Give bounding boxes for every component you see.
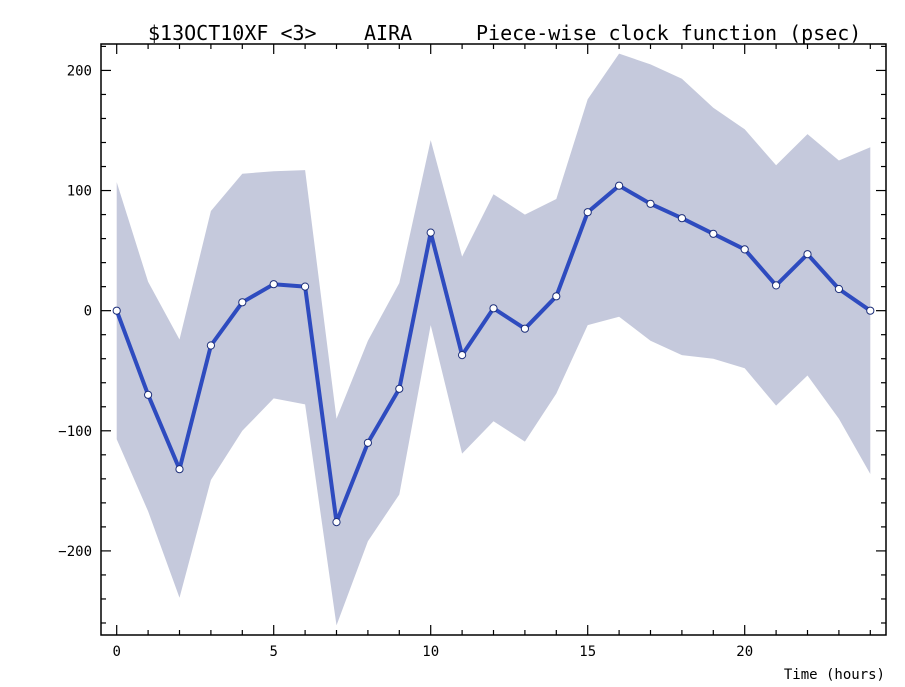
data-point xyxy=(112,306,121,315)
data-point xyxy=(238,298,247,307)
data-point xyxy=(772,281,781,290)
data-point xyxy=(301,282,310,291)
data-point xyxy=(489,304,498,313)
chart-title: $13OCT10XF <3> AIRA Piece-wise clock fun… xyxy=(148,21,861,45)
data-point xyxy=(677,214,687,223)
y-tick-label: −200 xyxy=(58,544,92,560)
y-tick-label: −100 xyxy=(58,424,92,440)
clock-series-points xyxy=(112,181,875,527)
x-axis-tick-labels: 0 5 10 15 20 xyxy=(112,644,753,660)
data-point xyxy=(552,292,561,301)
data-point xyxy=(426,228,435,237)
y-tick-label: 200 xyxy=(67,63,92,79)
data-point xyxy=(269,280,278,289)
data-point xyxy=(175,465,184,474)
data-point xyxy=(583,208,592,217)
data-point xyxy=(144,390,153,399)
data-point xyxy=(206,341,215,350)
data-point xyxy=(458,351,467,360)
x-tick-label: 10 xyxy=(422,644,439,660)
data-point xyxy=(866,306,875,315)
data-point xyxy=(709,229,718,238)
uncertainty-band-area xyxy=(116,53,871,626)
data-point xyxy=(332,518,341,527)
y-tick-label: 0 xyxy=(84,304,92,320)
uncertainty-band xyxy=(116,53,871,626)
data-point xyxy=(834,284,844,294)
data-point xyxy=(520,324,530,333)
data-point xyxy=(615,181,624,190)
chart-title-part-source: $13OCT10XF <3> xyxy=(148,21,317,45)
x-tick-label: 20 xyxy=(736,644,753,660)
y-axis-tick-labels: −200 −100 0 100 200 xyxy=(58,63,92,560)
data-point xyxy=(646,199,655,208)
y-tick-label: 100 xyxy=(67,184,92,200)
x-tick-label: 15 xyxy=(579,644,596,660)
axis-ticks xyxy=(101,44,886,635)
data-point xyxy=(803,250,812,259)
data-point xyxy=(395,384,404,393)
x-tick-label: 0 xyxy=(112,644,120,660)
x-axis-title: Time (hours) xyxy=(784,667,885,683)
data-point xyxy=(740,245,749,254)
x-tick-label: 5 xyxy=(269,644,277,660)
data-point xyxy=(363,438,372,447)
chart-title-part-description: Piece-wise clock function (psec) xyxy=(476,21,861,45)
chart-title-part-station: AIRA xyxy=(364,21,412,45)
